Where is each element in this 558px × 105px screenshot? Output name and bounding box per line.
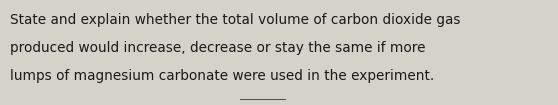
Text: lumps of magnesium carbonate were used in the experiment.: lumps of magnesium carbonate were used i… [10, 69, 434, 83]
Text: produced would increase, decrease or stay the same if more: produced would increase, decrease or sta… [10, 41, 426, 55]
Text: State and explain whether the total volume of carbon dioxide gas: State and explain whether the total volu… [10, 13, 460, 27]
